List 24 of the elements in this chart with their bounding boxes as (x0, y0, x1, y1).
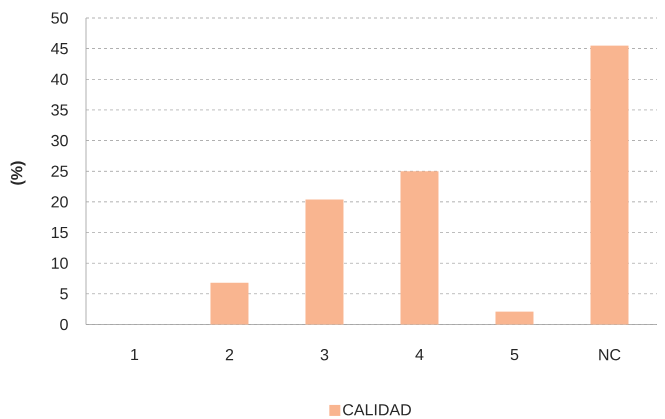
y-tick-label: 40 (51, 74, 68, 85)
y-tick-label: 0 (60, 318, 68, 330)
bar (400, 171, 438, 324)
y-tick-label: 35 (51, 104, 68, 116)
bar (210, 282, 248, 324)
legend-label: CALIDAD (343, 404, 411, 416)
x-tick-label: 1 (131, 349, 138, 360)
x-tick-label: 3 (320, 349, 328, 360)
y-tick-label: 45 (51, 43, 68, 54)
y-tick-label: 5 (60, 288, 68, 300)
y-axis-title: (%) (10, 161, 26, 185)
bar (495, 312, 534, 324)
y-tick-label: 20 (51, 196, 68, 208)
y-tick-label: 10 (52, 258, 68, 269)
y-tick-label: 25 (51, 166, 68, 177)
x-tick-label: 2 (226, 349, 234, 360)
y-tick-label: 30 (51, 134, 68, 146)
x-tick-label: 4 (415, 349, 424, 360)
bar (590, 46, 628, 324)
x-tick-label: 5 (510, 349, 518, 360)
bar (305, 199, 344, 324)
y-tick-label: 15 (52, 226, 68, 238)
x-tick-label: NC (599, 349, 620, 360)
y-tick-label: 50 (51, 12, 68, 24)
